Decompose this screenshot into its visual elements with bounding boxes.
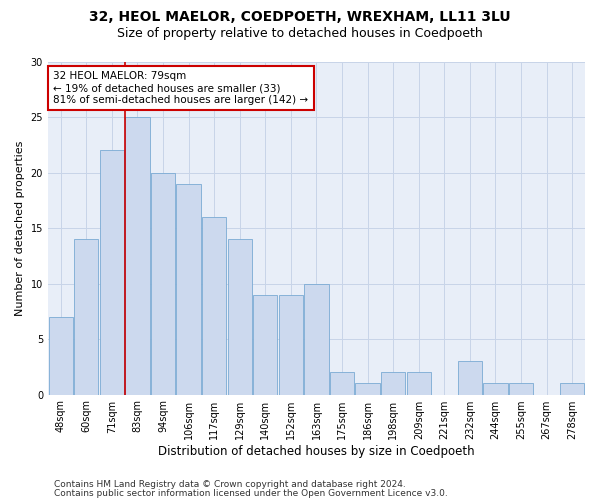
Bar — [253, 294, 277, 394]
Bar — [381, 372, 406, 394]
Bar — [49, 317, 73, 394]
Text: 32 HEOL MAELOR: 79sqm
← 19% of detached houses are smaller (33)
81% of semi-deta: 32 HEOL MAELOR: 79sqm ← 19% of detached … — [53, 72, 308, 104]
Bar — [202, 217, 226, 394]
Bar — [74, 239, 98, 394]
X-axis label: Distribution of detached houses by size in Coedpoeth: Distribution of detached houses by size … — [158, 444, 475, 458]
Bar — [176, 184, 201, 394]
Y-axis label: Number of detached properties: Number of detached properties — [15, 140, 25, 316]
Bar — [330, 372, 354, 394]
Bar — [125, 117, 149, 394]
Bar — [484, 384, 508, 394]
Text: Contains public sector information licensed under the Open Government Licence v3: Contains public sector information licen… — [54, 489, 448, 498]
Bar — [279, 294, 303, 394]
Bar — [151, 172, 175, 394]
Bar — [100, 150, 124, 394]
Text: Size of property relative to detached houses in Coedpoeth: Size of property relative to detached ho… — [117, 28, 483, 40]
Bar — [509, 384, 533, 394]
Bar — [458, 362, 482, 394]
Bar — [355, 384, 380, 394]
Text: Contains HM Land Registry data © Crown copyright and database right 2024.: Contains HM Land Registry data © Crown c… — [54, 480, 406, 489]
Bar — [304, 284, 329, 395]
Text: 32, HEOL MAELOR, COEDPOETH, WREXHAM, LL11 3LU: 32, HEOL MAELOR, COEDPOETH, WREXHAM, LL1… — [89, 10, 511, 24]
Bar — [407, 372, 431, 394]
Bar — [227, 239, 252, 394]
Bar — [560, 384, 584, 394]
